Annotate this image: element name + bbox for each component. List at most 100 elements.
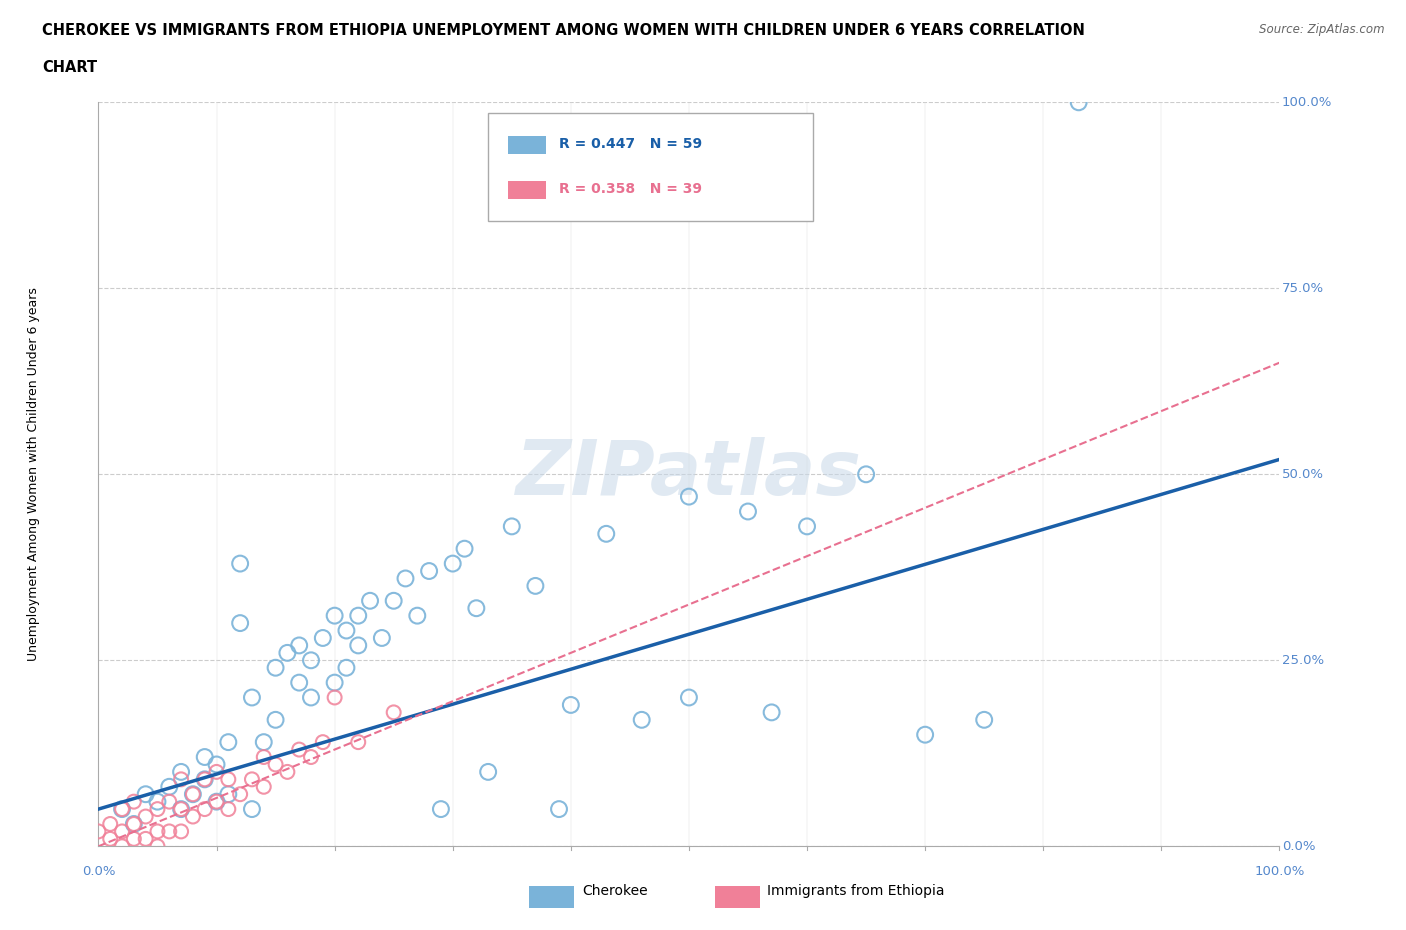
Bar	[714, 885, 759, 908]
Text: 100.0%: 100.0%	[1254, 865, 1305, 878]
Point	[453, 541, 475, 556]
Text: R = 0.447   N = 59: R = 0.447 N = 59	[560, 137, 702, 151]
Point	[312, 735, 335, 750]
Point	[737, 504, 759, 519]
Point	[253, 750, 276, 764]
Point	[382, 705, 405, 720]
Point	[678, 690, 700, 705]
Text: 25.0%: 25.0%	[1282, 654, 1324, 667]
Text: 0.0%: 0.0%	[82, 865, 115, 878]
Point	[205, 794, 228, 809]
Point	[205, 764, 228, 779]
Point	[288, 742, 311, 757]
Point	[299, 653, 322, 668]
Point	[170, 772, 193, 787]
Point	[323, 690, 346, 705]
Point	[217, 802, 239, 817]
Point	[312, 631, 335, 645]
Point	[441, 556, 464, 571]
Point	[98, 831, 121, 846]
Point	[194, 772, 217, 787]
Point	[477, 764, 499, 779]
Point	[973, 712, 995, 727]
Text: Immigrants from Ethiopia: Immigrants from Ethiopia	[766, 884, 945, 898]
Bar	[508, 136, 546, 154]
Text: CHEROKEE VS IMMIGRANTS FROM ETHIOPIA UNEMPLOYMENT AMONG WOMEN WITH CHILDREN UNDE: CHEROKEE VS IMMIGRANTS FROM ETHIOPIA UNE…	[42, 23, 1085, 38]
Point	[135, 831, 157, 846]
Point	[111, 839, 134, 854]
Text: R = 0.358   N = 39: R = 0.358 N = 39	[560, 182, 702, 196]
FancyBboxPatch shape	[488, 113, 813, 221]
Point	[796, 519, 818, 534]
Point	[299, 750, 322, 764]
Point	[229, 616, 252, 631]
Point	[87, 824, 110, 839]
Point	[761, 705, 783, 720]
Point	[855, 467, 877, 482]
Point	[335, 623, 357, 638]
Point	[111, 802, 134, 817]
Point	[146, 824, 169, 839]
Point	[181, 787, 204, 802]
Point	[253, 735, 276, 750]
Point	[382, 593, 405, 608]
Point	[323, 675, 346, 690]
Point	[560, 698, 582, 712]
Point	[264, 757, 287, 772]
Point	[430, 802, 453, 817]
Text: Source: ZipAtlas.com: Source: ZipAtlas.com	[1260, 23, 1385, 36]
Point	[229, 556, 252, 571]
Point	[217, 787, 239, 802]
Text: CHART: CHART	[42, 60, 97, 75]
Text: Cherokee: Cherokee	[582, 884, 648, 898]
Text: 0.0%: 0.0%	[1282, 840, 1316, 853]
Point	[240, 690, 263, 705]
Point	[288, 638, 311, 653]
Bar	[530, 885, 575, 908]
Point	[595, 526, 617, 541]
Point	[122, 831, 145, 846]
Point	[240, 772, 263, 787]
Point	[323, 608, 346, 623]
Point	[170, 764, 193, 779]
Point	[359, 593, 381, 608]
Point	[157, 794, 180, 809]
Text: 100.0%: 100.0%	[1282, 96, 1333, 109]
Point	[122, 817, 145, 831]
Point	[181, 809, 204, 824]
Point	[299, 690, 322, 705]
Point	[288, 675, 311, 690]
Point	[157, 779, 180, 794]
Point	[418, 564, 440, 578]
Point	[146, 839, 169, 854]
Point	[229, 787, 252, 802]
Point	[371, 631, 394, 645]
Point	[240, 802, 263, 817]
Point	[276, 764, 298, 779]
Point	[205, 794, 228, 809]
Point	[181, 787, 204, 802]
Point	[347, 638, 370, 653]
Point	[465, 601, 488, 616]
Point	[122, 817, 145, 831]
Point	[1067, 95, 1090, 110]
Point	[194, 772, 217, 787]
Point	[157, 824, 180, 839]
Point	[264, 712, 287, 727]
Point	[264, 660, 287, 675]
Point	[524, 578, 547, 593]
Point	[548, 802, 571, 817]
Point	[347, 608, 370, 623]
Point	[111, 802, 134, 817]
Point	[170, 802, 193, 817]
Point	[205, 757, 228, 772]
Point	[170, 824, 193, 839]
Point	[678, 489, 700, 504]
Bar	[508, 180, 546, 199]
Point	[217, 735, 239, 750]
Point	[146, 802, 169, 817]
Point	[135, 787, 157, 802]
Text: 50.0%: 50.0%	[1282, 468, 1324, 481]
Point	[217, 772, 239, 787]
Point	[135, 809, 157, 824]
